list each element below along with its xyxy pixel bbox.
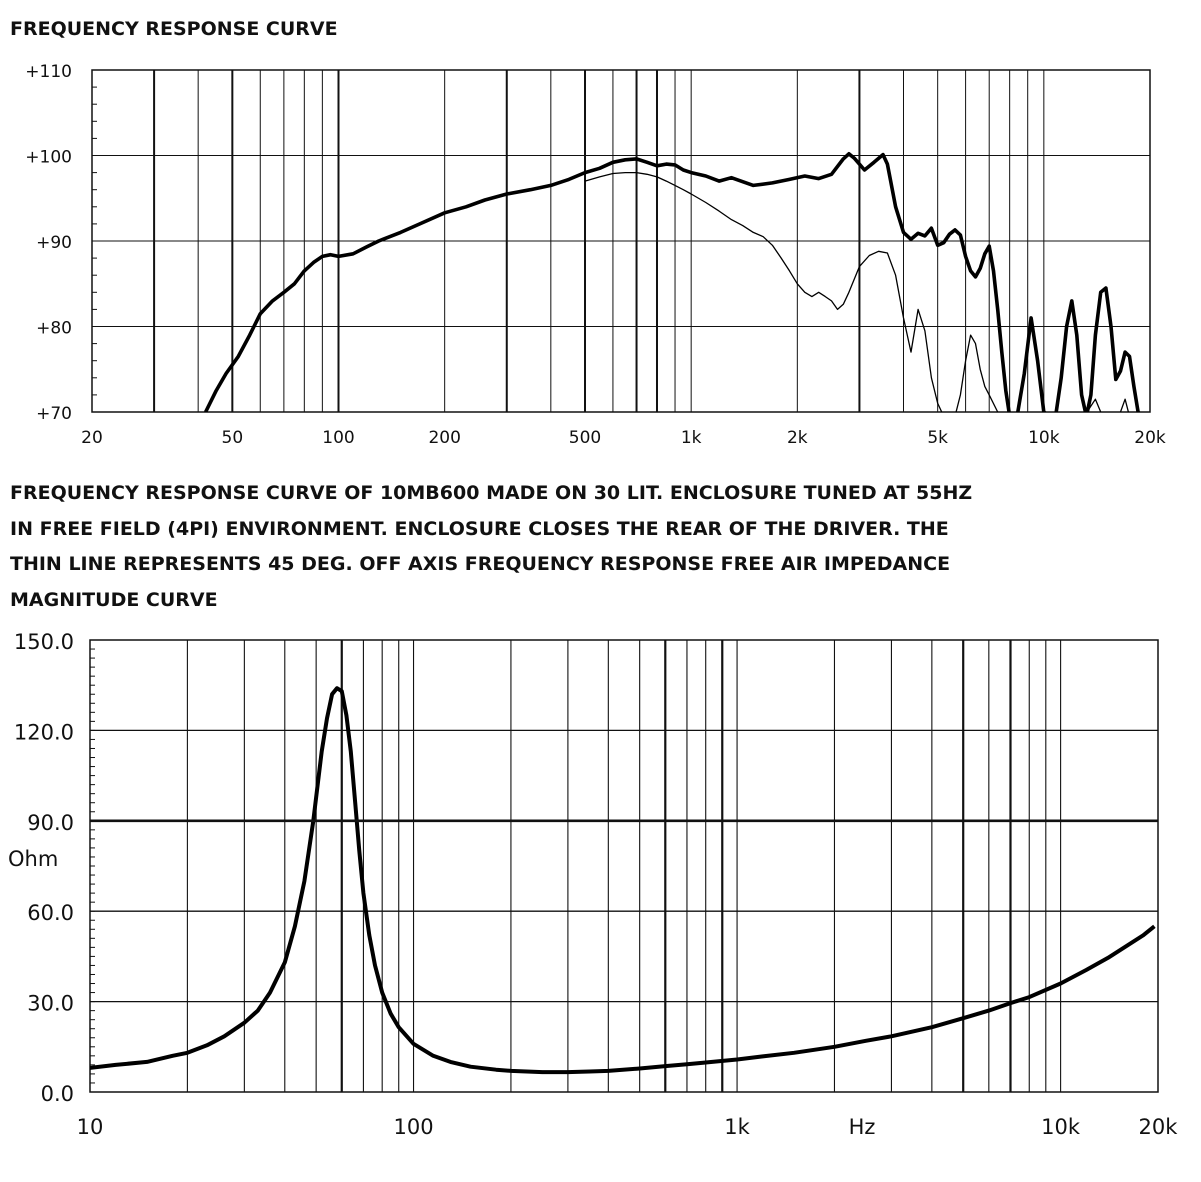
x-tick-label: 1k (681, 428, 702, 448)
x-tick-label: 100 (393, 1115, 433, 1139)
chart-caption: FREQUENCY RESPONSE CURVE OF 10MB600 MADE… (10, 476, 1190, 618)
x-tick-label: 500 (569, 428, 601, 448)
y-tick-label: 0.0 (41, 1082, 74, 1106)
x-tick-label: 10k (1041, 1115, 1081, 1139)
x-tick-label: 200 (428, 428, 460, 448)
y-tick-label: 60.0 (27, 901, 74, 925)
caption-line-1: FREQUENCY RESPONSE CURVE OF 10MB600 MADE… (10, 482, 973, 504)
y-axis-label: Ohm (8, 847, 58, 871)
x-tick-label: 1k (724, 1115, 750, 1139)
y-tick-label: 90.0 (27, 811, 74, 835)
x-axis-label: Hz (849, 1115, 876, 1139)
chart-title: FREQUENCY RESPONSE CURVE (10, 18, 338, 40)
caption-line-2: IN FREE FIELD (4PI) ENVIRONMENT. ENCLOSU… (10, 517, 949, 540)
x-tick-label: 2k (787, 428, 808, 448)
y-tick-label: 30.0 (27, 992, 74, 1016)
series-line-thick (90, 686, 1156, 1075)
x-tick-label: 10 (77, 1115, 104, 1139)
y-tick-label: +80 (36, 319, 72, 339)
y-tick-label: 120.0 (14, 720, 74, 744)
x-tick-label: 20 (81, 428, 103, 448)
x-tick-label: 5k (927, 428, 948, 448)
plot-frame (89, 639, 1159, 1093)
y-tick-label: +90 (36, 233, 72, 253)
y-tick-label: +70 (36, 404, 72, 424)
y-tick-label: +100 (25, 148, 72, 168)
x-tick-label: 10k (1028, 428, 1060, 448)
caption-line-4: MAGNITUDE CURVE (10, 588, 218, 611)
x-tick-label: 50 (222, 428, 244, 448)
caption-line-3: THIN LINE REPRESENTS 45 DEG. OFF AXIS FR… (10, 553, 951, 575)
frequency-response-chart: 20 50 100 200 500 1k 2k 5k 10k 20k +110 +100 +90 +80 +… (25, 62, 1166, 448)
x-tick-label: 20k (1134, 428, 1166, 448)
series-line-thin (584, 171, 1130, 412)
series-line-thick (203, 152, 1141, 412)
y-tick-label: +110 (25, 62, 72, 82)
x-tick-label: 20k (1139, 1115, 1179, 1139)
y-tick-label: 150.0 (14, 630, 74, 654)
x-tick-label: 100 (322, 428, 354, 448)
